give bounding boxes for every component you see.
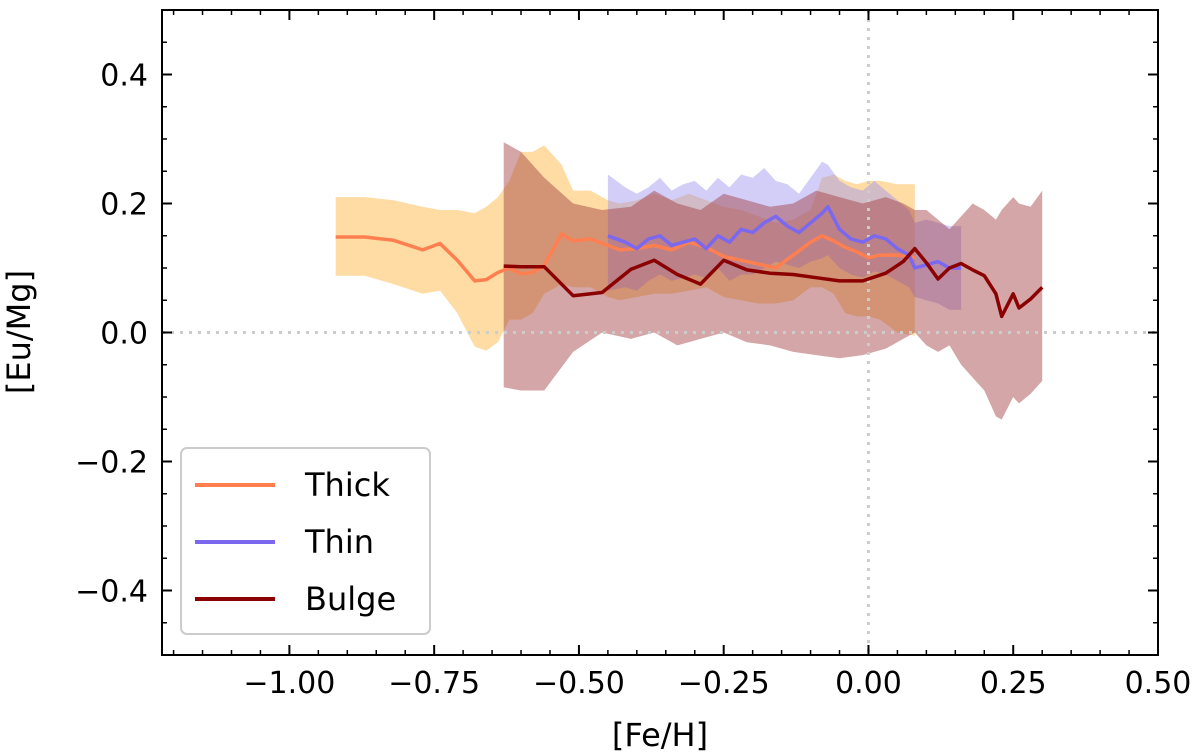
legend-box [180,447,431,635]
x-tick-label: 0.25 [980,666,1047,701]
x-tick-label: −0.50 [533,666,625,701]
tick-labels: −1.00 −0.75 −0.50 −0.25 0.00 0.25 0.50 −0.4 −0.2… [75,59,1191,702]
y-tick-label: 0.0 [100,317,148,352]
x-tick-label: 0.50 [1125,666,1192,701]
thin-band [607,161,962,310]
reference-lines [162,10,1158,655]
legend-label-thick: Thick [304,466,390,504]
y-tick-label: 0.2 [100,188,148,223]
y-tick-label: 0.4 [100,59,148,94]
bulge-line [503,246,1044,319]
thin-line [607,204,962,270]
legend: Thick Thin Bulge [180,447,431,635]
x-tick-label: −0.25 [678,666,770,701]
legend-label-thin: Thin [304,523,374,561]
x-tick-label: −0.75 [388,666,480,701]
x-axis-label: [Fe/H] [612,716,708,754]
x-tick-label: −1.00 [243,666,335,701]
x-tick-label: 0.00 [835,666,902,701]
bulge-band [503,142,1043,420]
plot-frame [161,9,1159,656]
series-lines [335,204,1044,319]
legend-label-bulge: Bulge [305,580,396,618]
y-axis-label: [Eu/Mg] [0,270,38,394]
y-tick-label: −0.4 [75,575,148,610]
y-tick-label: −0.2 [75,446,148,481]
